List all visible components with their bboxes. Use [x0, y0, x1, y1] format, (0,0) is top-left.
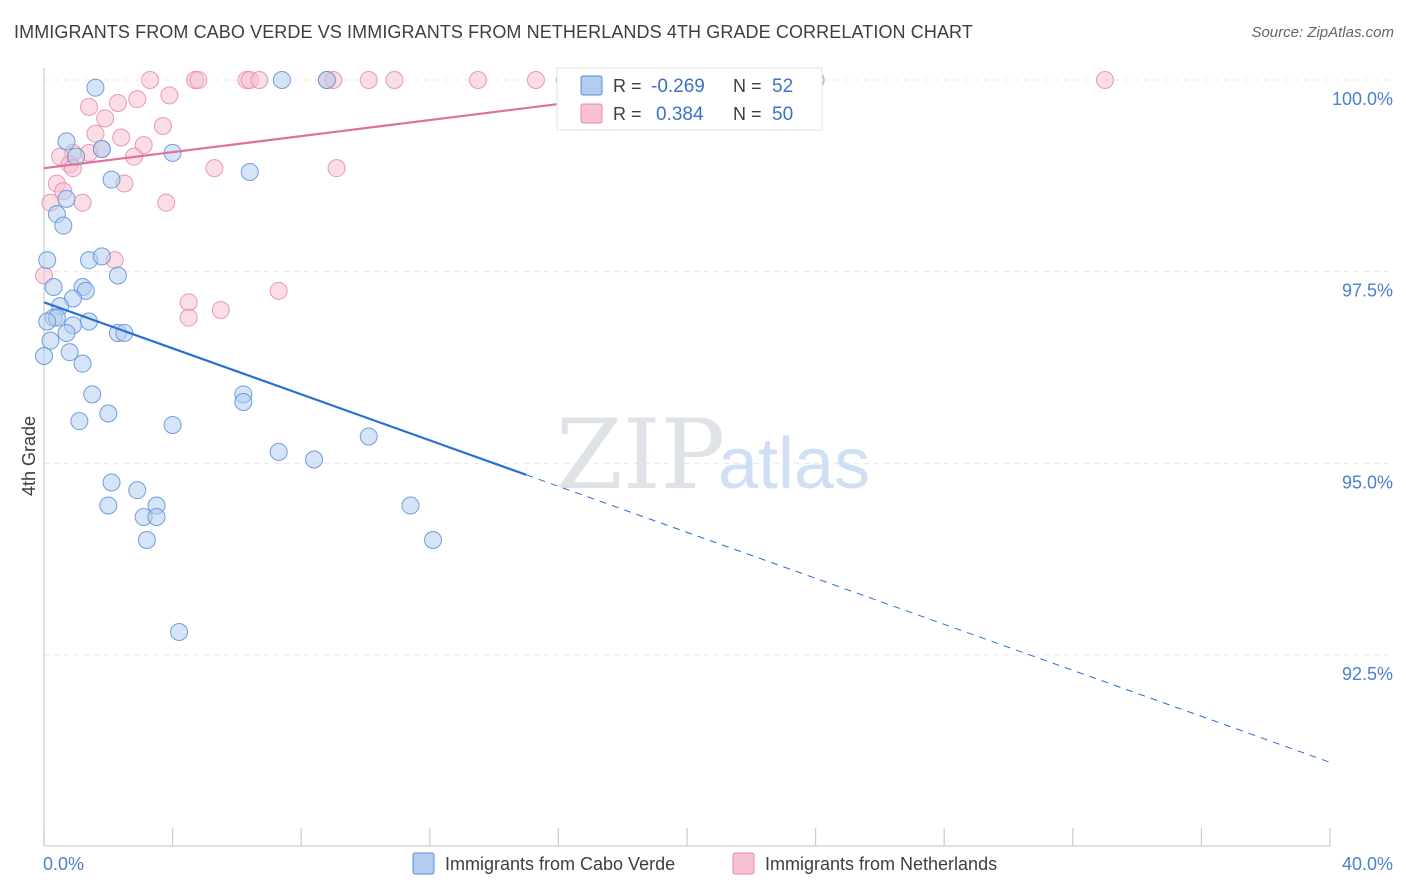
netherlands-point-2: [189, 71, 208, 89]
y-tick-label-0: 92.5%: [1342, 664, 1393, 684]
source-label: Source: ZipAtlas.com: [1251, 24, 1394, 41]
cabo-verde-point-38: [163, 416, 182, 434]
netherlands-point-9: [385, 71, 404, 89]
cabo-verde-point-9: [57, 189, 76, 208]
legend-r-value-2: 0.384: [656, 104, 704, 125]
cabo-verde-point-0: [86, 78, 105, 97]
cabo-verde-point-11: [54, 216, 73, 235]
y-axis-title: 4th Grade: [19, 416, 39, 496]
y-tick-labels: 92.5% 95.0% 97.5% 100.0%: [1332, 89, 1393, 684]
netherlands-point-22: [96, 109, 115, 128]
netherlands-point-19: [128, 90, 147, 109]
legend-n-value-1: 52: [772, 76, 793, 97]
cabo-verde-point-12: [38, 251, 57, 270]
legend-n-value-2: 50: [772, 104, 793, 125]
x-tick-labels: 0.0% 40.0%: [43, 854, 1393, 874]
cabo-verde-point-34: [234, 393, 253, 411]
cabo-verde-trend-extension: [526, 474, 1331, 763]
netherlands-point-8: [359, 71, 378, 89]
cabo-verde-point-37: [70, 412, 89, 431]
cabo-verde-point-46: [401, 496, 420, 515]
series-legend: Immigrants from Cabo Verde Immigrants fr…: [412, 852, 997, 875]
cabo-verde-trend-line: [43, 301, 527, 476]
netherlands-point-17: [1095, 71, 1114, 89]
legend-swatch-blue: [580, 75, 603, 96]
chart-title: IMMIGRANTS FROM CABO VERDE VS IMMIGRANTS…: [14, 22, 973, 42]
netherlands-point-18: [160, 86, 179, 105]
netherlands-point-41: [157, 193, 176, 212]
cabo-verde-point-28: [57, 324, 76, 342]
netherlands-point-47: [179, 308, 198, 327]
legend-r-label-2: R =: [613, 104, 642, 124]
netherlands-point-21: [80, 97, 99, 116]
netherlands-point-20: [108, 94, 127, 112]
cabo-verde-point-2: [317, 71, 336, 89]
series-label-cabo-verde: Immigrants from Cabo Verde: [445, 854, 675, 874]
cabo-verde-point-51: [170, 623, 189, 641]
cabo-verde-point-49: [137, 531, 156, 549]
watermark-zip: ZIP: [556, 399, 725, 511]
cabo-verde-point-15: [108, 266, 127, 285]
legend-swatch-pink: [580, 103, 603, 124]
y-tick-label-1: 95.0%: [1342, 472, 1393, 492]
netherlands-point-45: [179, 293, 198, 312]
cabo-verde-point-4: [92, 140, 111, 158]
legend-r-label-1: R =: [613, 76, 642, 96]
cabo-verde-point-1: [272, 71, 291, 89]
x-tick-label-0: 0.0%: [43, 854, 84, 874]
cabo-verde-point-3: [57, 132, 76, 151]
legend-n-label-1: N =: [733, 76, 762, 96]
netherlands-point-44: [269, 281, 288, 300]
cabo-verde-point-39: [359, 427, 378, 446]
y-tick-label-2: 97.5%: [1342, 281, 1393, 301]
netherlands-point-33: [205, 159, 224, 178]
netherlands-point-0: [141, 71, 160, 89]
legend-n-label-2: N =: [733, 104, 762, 124]
x-tick-label-1: 40.0%: [1342, 854, 1393, 874]
stats-legend: R = -0.269 N = 52 R = 0.384 N = 50: [556, 67, 823, 131]
cabo-verde-point-14: [92, 247, 111, 266]
cabo-verde-point-29: [41, 331, 60, 350]
legend-r-value-1: -0.269: [651, 76, 705, 97]
cabo-verde-point-42: [102, 473, 121, 492]
netherlands-point-24: [86, 124, 105, 143]
cabo-verde-point-50: [424, 531, 443, 549]
cabo-verde-point-41: [305, 450, 324, 469]
netherlands-point-11: [526, 71, 545, 89]
watermark-atlas: atlas: [718, 424, 870, 504]
cabo-verde-point-32: [73, 354, 92, 373]
watermark: ZIP atlas: [556, 399, 870, 511]
cabo-verde-point-31: [35, 347, 53, 365]
netherlands-point-23: [153, 117, 172, 135]
cabo-verde-point-43: [128, 481, 147, 500]
series-swatch-cabo-verde: [412, 852, 435, 875]
cabo-verde-point-8: [102, 170, 121, 189]
cabo-verde-point-44: [99, 496, 118, 515]
cabo-verde-point-16: [44, 278, 63, 296]
y-tick-label-3: 100.0%: [1332, 89, 1393, 109]
series-label-netherlands: Immigrants from Netherlands: [765, 854, 997, 874]
netherlands-point-46: [211, 301, 230, 319]
cabo-verde-point-48: [147, 508, 166, 526]
cabo-verde-point-36: [99, 404, 118, 423]
series-swatch-netherlands: [732, 852, 755, 875]
netherlands-point-40: [73, 193, 92, 212]
cabo-verde-point-7: [240, 163, 259, 181]
cabo-verde-point-40: [269, 442, 288, 461]
netherlands-point-34: [327, 159, 346, 178]
netherlands-point-5: [250, 71, 269, 89]
netherlands-point-10: [469, 71, 488, 89]
cabo-verde-point-35: [83, 385, 102, 404]
netherlands-point-26: [134, 136, 153, 155]
cabo-verde-point-30: [60, 343, 79, 362]
netherlands-point-25: [112, 128, 131, 147]
cabo-verde-point-23: [38, 312, 57, 331]
